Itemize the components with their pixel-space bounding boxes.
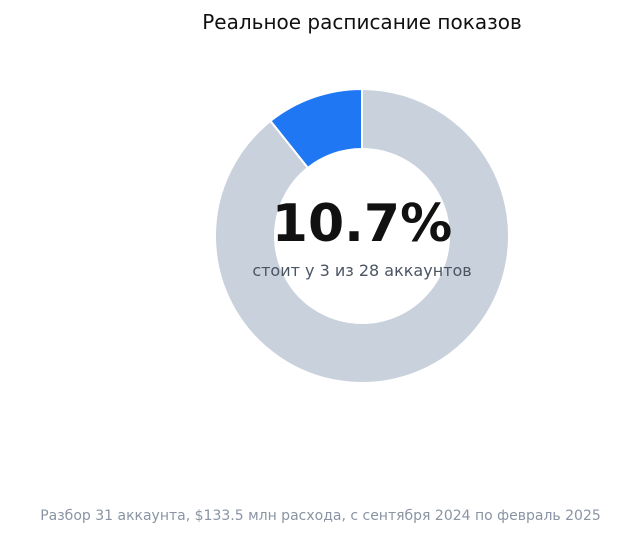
donut-slice-rest bbox=[214, 87, 510, 384]
chart-title: Реальное расписание показов bbox=[202, 10, 522, 34]
footnote: Разбор 31 аккаунта, $133.5 млн расхода, … bbox=[40, 508, 601, 524]
center-value: 10.7% bbox=[271, 194, 453, 254]
center-caption: стоит у 3 из 28 аккаунтов bbox=[252, 261, 472, 280]
